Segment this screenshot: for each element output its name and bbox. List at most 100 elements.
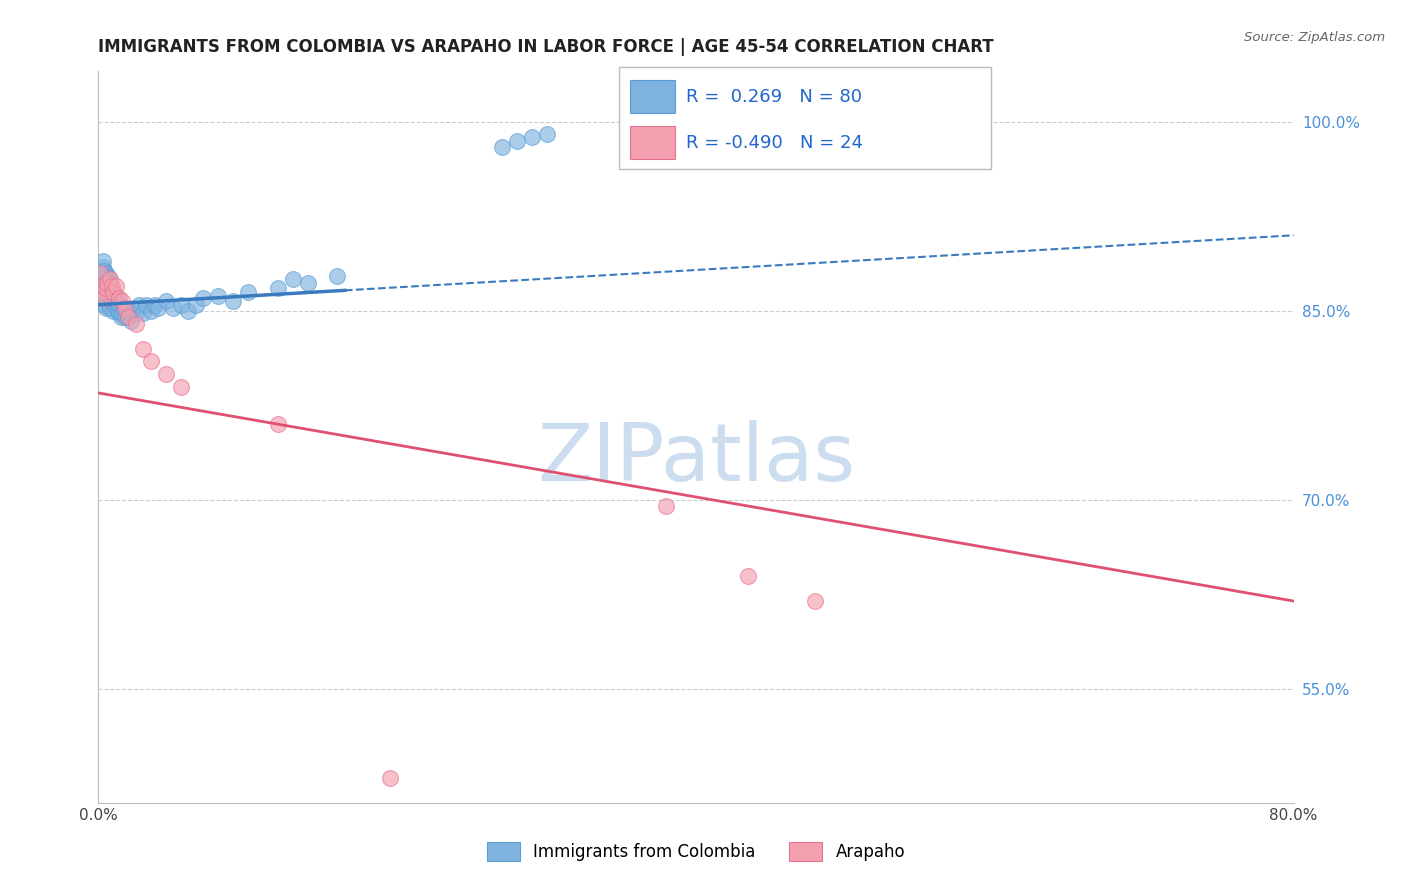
- Point: [491, 140, 513, 154]
- Point: [93, 298, 115, 312]
- Point: [143, 298, 166, 312]
- Point: [90, 291, 112, 305]
- Point: [169, 379, 191, 393]
- Text: R =  0.269   N = 80: R = 0.269 N = 80: [686, 87, 862, 105]
- Point: [155, 293, 177, 308]
- Point: [104, 298, 127, 312]
- Point: [96, 277, 118, 291]
- Point: [267, 417, 290, 432]
- FancyBboxPatch shape: [619, 67, 991, 169]
- Point: [148, 301, 170, 316]
- Point: [536, 128, 558, 142]
- Point: [520, 130, 543, 145]
- Point: [378, 771, 401, 785]
- Point: [111, 306, 134, 320]
- Point: [91, 272, 114, 286]
- Point: [117, 310, 139, 325]
- Point: [105, 278, 128, 293]
- Point: [125, 306, 148, 320]
- Point: [506, 134, 529, 148]
- Point: [117, 310, 139, 325]
- Point: [91, 253, 114, 268]
- Point: [91, 266, 114, 280]
- Point: [97, 271, 120, 285]
- Point: [108, 298, 131, 312]
- Point: [184, 298, 207, 312]
- Point: [124, 301, 146, 316]
- Text: Source: ZipAtlas.com: Source: ZipAtlas.com: [1244, 31, 1385, 45]
- Point: [120, 314, 142, 328]
- Point: [89, 266, 111, 280]
- Point: [118, 306, 141, 320]
- Point: [125, 317, 148, 331]
- Point: [135, 298, 157, 312]
- Point: [89, 278, 111, 293]
- Point: [94, 301, 117, 316]
- Point: [326, 268, 349, 283]
- Point: [90, 263, 112, 277]
- Point: [96, 285, 118, 299]
- Point: [91, 281, 114, 295]
- Point: [90, 271, 112, 285]
- Point: [108, 291, 131, 305]
- Point: [94, 266, 117, 280]
- Point: [93, 289, 115, 303]
- Point: [96, 293, 118, 308]
- Point: [91, 291, 114, 305]
- Point: [94, 281, 117, 295]
- Point: [111, 293, 134, 308]
- Point: [222, 293, 245, 308]
- Point: [155, 367, 177, 381]
- Point: [177, 304, 200, 318]
- Point: [191, 291, 214, 305]
- Point: [93, 291, 115, 305]
- Point: [128, 298, 150, 312]
- Point: [94, 291, 117, 305]
- Point: [114, 301, 136, 316]
- Point: [804, 594, 827, 608]
- Bar: [630, 80, 675, 113]
- Point: [98, 301, 122, 316]
- Point: [91, 260, 114, 274]
- Point: [655, 500, 678, 514]
- Point: [169, 298, 191, 312]
- Point: [132, 306, 155, 320]
- Point: [236, 285, 259, 299]
- Point: [107, 304, 129, 318]
- Point: [90, 278, 112, 293]
- Point: [94, 272, 117, 286]
- Point: [89, 266, 111, 280]
- Point: [207, 289, 229, 303]
- Point: [267, 281, 290, 295]
- Point: [93, 263, 115, 277]
- Point: [103, 293, 125, 308]
- Point: [737, 569, 759, 583]
- Text: ZIPatlas: ZIPatlas: [537, 420, 855, 498]
- Point: [98, 272, 122, 286]
- Point: [96, 268, 118, 283]
- Point: [97, 289, 120, 303]
- Point: [97, 278, 120, 293]
- Bar: [630, 127, 675, 159]
- Point: [90, 278, 112, 293]
- Point: [105, 293, 128, 308]
- Point: [115, 304, 138, 318]
- Text: IMMIGRANTS FROM COLOMBIA VS ARAPAHO IN LABOR FORCE | AGE 45-54 CORRELATION CHART: IMMIGRANTS FROM COLOMBIA VS ARAPAHO IN L…: [98, 38, 994, 56]
- Point: [103, 285, 125, 299]
- Point: [97, 298, 120, 312]
- Point: [105, 301, 128, 316]
- Point: [91, 285, 114, 299]
- Text: R = -0.490   N = 24: R = -0.490 N = 24: [686, 134, 863, 152]
- Point: [103, 285, 125, 299]
- Point: [139, 354, 162, 368]
- Point: [108, 306, 131, 320]
- Point: [101, 293, 124, 308]
- Point: [101, 285, 124, 299]
- Point: [98, 277, 122, 291]
- Point: [96, 277, 118, 291]
- Point: [162, 301, 184, 316]
- Legend: Immigrants from Colombia, Arapaho: Immigrants from Colombia, Arapaho: [479, 835, 912, 868]
- Point: [103, 304, 125, 318]
- Point: [98, 284, 122, 298]
- Point: [297, 277, 319, 291]
